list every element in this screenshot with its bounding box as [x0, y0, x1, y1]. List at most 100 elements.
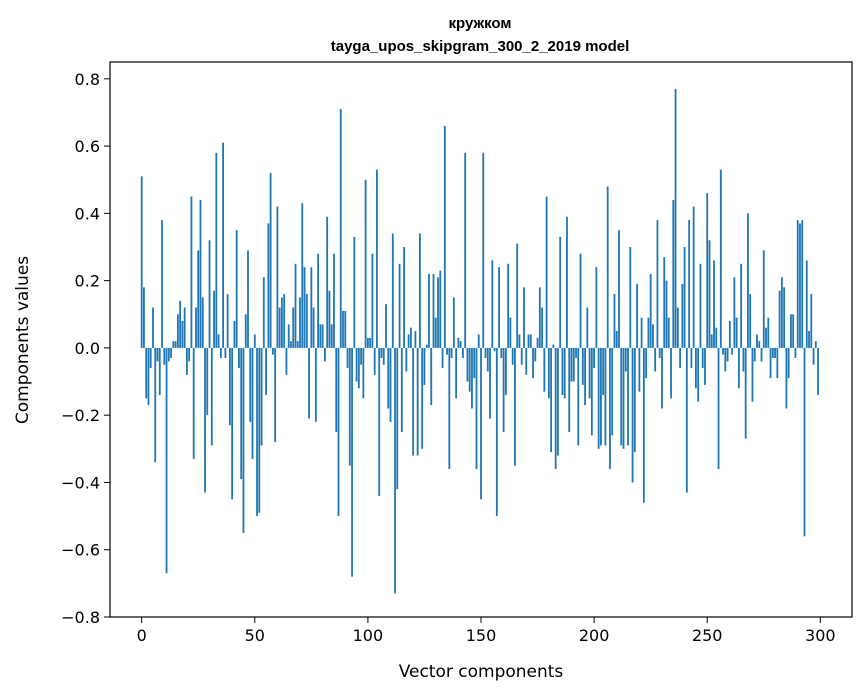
bar-181	[550, 347, 553, 453]
bar-222	[642, 347, 645, 503]
bar-24	[195, 307, 197, 348]
bar-274	[760, 347, 763, 362]
bar-18	[181, 321, 184, 348]
bar-284	[783, 287, 786, 348]
bar-140	[457, 337, 460, 348]
bar-19	[183, 307, 186, 348]
bar-194	[579, 253, 582, 348]
bar-8	[158, 347, 161, 395]
bar-28	[204, 347, 206, 493]
bar-169	[523, 287, 525, 348]
bar-83	[328, 290, 331, 348]
bar-108	[385, 304, 387, 348]
bar-197	[586, 307, 589, 348]
bar-237	[676, 307, 679, 348]
bar-33	[215, 152, 218, 348]
bar-289	[794, 347, 797, 358]
bar-122	[416, 347, 419, 456]
bar-176	[538, 287, 541, 348]
bar-255	[717, 347, 720, 469]
bar-150	[480, 347, 482, 500]
bar-138	[452, 297, 455, 348]
bar-157	[495, 347, 498, 517]
bar-20	[186, 347, 188, 375]
bar-135	[446, 347, 448, 355]
bar-251	[708, 240, 711, 348]
bar-109	[387, 347, 390, 409]
bar-145	[468, 347, 471, 392]
bar-246	[697, 347, 700, 402]
bar-285	[785, 347, 788, 409]
bar-78	[317, 253, 320, 348]
bar-273	[758, 341, 761, 348]
bar-174	[534, 347, 537, 362]
bar-73	[305, 294, 308, 348]
bar-6	[154, 347, 157, 463]
bar-264	[737, 347, 740, 389]
bar-183	[554, 347, 557, 469]
bar-125	[423, 347, 426, 385]
bar-236	[674, 88, 677, 348]
bar-229	[658, 347, 661, 358]
bar-296	[810, 294, 813, 348]
bar-63	[283, 294, 286, 348]
bar-191	[572, 347, 575, 382]
bar-22	[190, 196, 193, 348]
x-tick-label: 250	[692, 626, 723, 645]
bar-224	[647, 317, 650, 348]
bar-14	[172, 341, 175, 348]
bar-258	[724, 347, 727, 372]
bar-60	[276, 206, 279, 348]
bar-220	[638, 347, 641, 392]
bar-225	[649, 273, 652, 348]
bar-172	[529, 334, 532, 348]
bar-116	[403, 247, 405, 348]
bar-113	[396, 347, 399, 490]
bar-90	[344, 310, 347, 348]
bar-44	[240, 347, 243, 480]
bar-159	[500, 347, 503, 358]
bar-67	[292, 307, 295, 348]
x-tick-label: 0	[137, 626, 147, 645]
bar-89	[342, 310, 344, 348]
bar-57	[269, 173, 272, 348]
bar-64	[285, 347, 288, 375]
bar-137	[450, 347, 453, 358]
bar-188	[566, 216, 568, 348]
bar-51	[256, 347, 258, 517]
bar-46	[244, 314, 247, 348]
bar-97	[360, 347, 363, 365]
bar-156	[493, 347, 496, 352]
y-tick-label: 0.2	[75, 272, 100, 291]
bar-9	[161, 220, 163, 348]
bar-270	[751, 347, 754, 402]
bar-287	[790, 314, 792, 348]
bar-37	[224, 347, 227, 358]
bar-58	[271, 347, 274, 355]
bar-93	[351, 347, 353, 577]
bar-31	[210, 347, 213, 446]
bar-257	[722, 347, 724, 355]
bar-32	[213, 290, 215, 348]
bar-88	[339, 109, 342, 348]
bar-101	[369, 337, 372, 348]
bar-114	[398, 263, 401, 348]
x-tick-label: 50	[245, 626, 265, 645]
bar-143	[464, 152, 467, 348]
bar-283	[780, 277, 783, 348]
bar-208	[611, 347, 614, 436]
bar-120	[412, 347, 415, 456]
bar-233	[667, 317, 670, 348]
bar-136	[448, 347, 451, 469]
bar-248	[701, 347, 704, 369]
bar-5	[152, 307, 154, 348]
bar-59	[274, 347, 277, 443]
bar-276	[765, 327, 767, 348]
bar-266	[742, 347, 745, 372]
bar-281	[776, 347, 779, 379]
bar-106	[380, 347, 383, 358]
bar-245	[695, 347, 697, 389]
bar-278	[769, 347, 772, 379]
bar-209	[613, 294, 616, 348]
bar-23	[192, 347, 195, 459]
